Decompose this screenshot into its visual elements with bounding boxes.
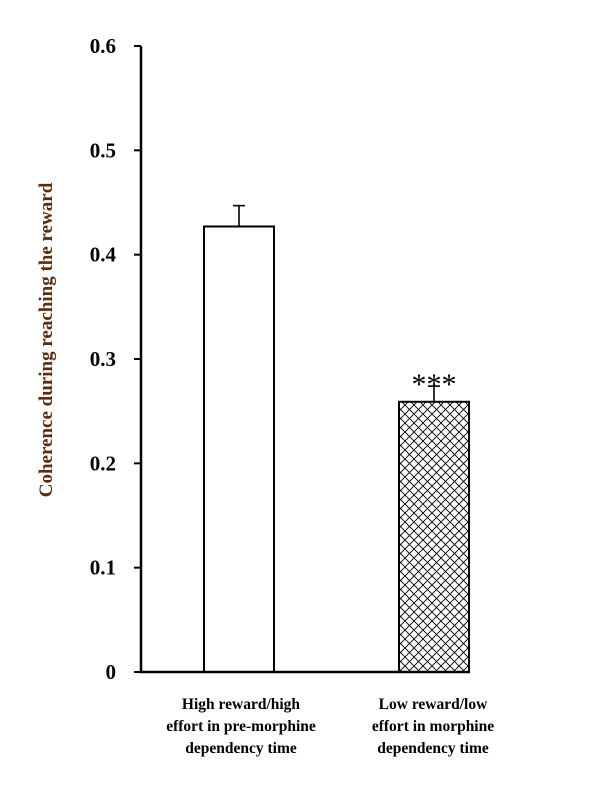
bars-group: *** bbox=[203, 204, 470, 673]
significance-marker: *** bbox=[412, 368, 457, 401]
y-axis-label: Coherence during reaching the reward bbox=[36, 182, 57, 497]
category-labels: High reward/high effort in pre-morphine de… bbox=[166, 696, 494, 757]
x-category-label: dependency time bbox=[377, 740, 489, 757]
bar-1 bbox=[203, 225, 275, 673]
y-axis-ticks: 0 0.1 0.2 0.3 0.4 0.5 0.6 bbox=[90, 34, 141, 684]
y-tick-label: 0.1 bbox=[90, 556, 116, 580]
y-tick-label: 0.2 bbox=[90, 451, 116, 475]
x-category-label: High reward/high bbox=[182, 696, 301, 713]
y-tick-label: 0.5 bbox=[90, 138, 116, 162]
y-tick-label: 0.6 bbox=[90, 34, 116, 58]
y-tick-label: 0 bbox=[106, 660, 117, 684]
y-tick-label: 0.4 bbox=[90, 243, 117, 267]
x-category-label: effort in pre-morphine bbox=[166, 718, 316, 735]
bar-2 bbox=[398, 400, 470, 673]
x-category-label: Low reward/low bbox=[379, 696, 488, 713]
x-category-label: dependency time bbox=[185, 740, 297, 757]
axes-group bbox=[139, 46, 470, 674]
x-category-label: effort in morphine bbox=[372, 718, 494, 735]
y-tick-label: 0.3 bbox=[90, 347, 116, 371]
